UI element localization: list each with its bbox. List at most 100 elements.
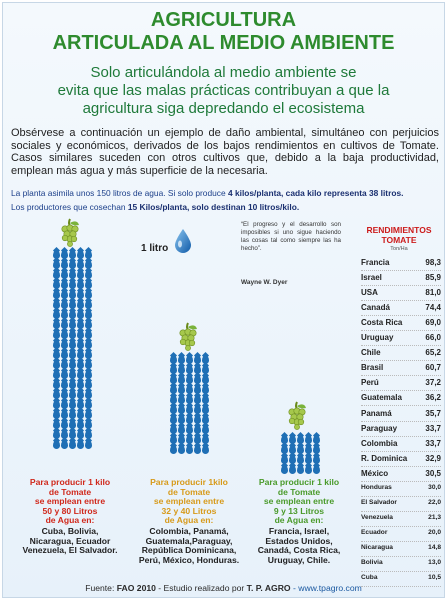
- water-drop-icon: [60, 250, 68, 259]
- row-divider: [361, 495, 441, 497]
- yield-row: Paraguay 33,7: [361, 421, 441, 437]
- water-drop-icon: [68, 440, 76, 449]
- column-1-line: se emplean entre: [34, 496, 106, 507]
- yield-row: Nicaragua 14,8: [361, 541, 441, 557]
- water-drop-icon: [60, 320, 68, 329]
- row-divider: [361, 420, 441, 422]
- water-drop-icon: [76, 390, 84, 399]
- water-drop-icon: [201, 415, 209, 424]
- one-liter-label: 1 litro: [141, 243, 169, 254]
- water-drop-icon: [60, 350, 68, 359]
- row-divider: [361, 285, 441, 287]
- water-drop-icon: [68, 350, 76, 359]
- water-drop-icon: [68, 310, 76, 319]
- water-drop-icon: [68, 340, 76, 349]
- yield-row: México 30,5: [361, 466, 441, 482]
- yield-value: 74,4: [425, 303, 441, 313]
- note-2-text: Los productores que cosechan: [11, 202, 128, 212]
- water-drop-icon: [201, 435, 209, 444]
- water-drop-icon: [169, 385, 177, 394]
- quote-text: “El progreso y el desarrollo son imposib…: [241, 221, 341, 252]
- yield-country: México: [361, 468, 389, 478]
- water-drop-icon: [84, 270, 92, 279]
- row-divider: [361, 405, 441, 407]
- water-drop-icon: [68, 410, 76, 419]
- column-2-countries: Colombia, Panamá, Guatemala,Paraguay, Re…: [131, 526, 247, 565]
- country-line: Nicaragua, Ecuador: [29, 535, 111, 546]
- yield-row: Israel 85,9: [361, 270, 441, 287]
- water-drop-icon: [84, 250, 92, 259]
- water-drop-icon: [304, 455, 312, 464]
- water-drop-icon: [177, 395, 185, 404]
- water-drop-icon: [169, 435, 177, 444]
- water-drop-icon: [76, 370, 84, 379]
- row-divider: [361, 465, 441, 467]
- yield-country: Guatemala: [361, 393, 402, 403]
- water-drop-icon: [68, 420, 76, 429]
- water-drop-icon: [60, 380, 68, 389]
- water-drop-icon: [193, 365, 201, 374]
- water-drop-icon: [68, 320, 76, 329]
- yield-value: 69,0: [425, 318, 441, 328]
- water-drop-icon: [60, 300, 68, 309]
- water-drop-icon: [52, 340, 60, 349]
- water-drop-icon: [177, 355, 185, 364]
- water-drop-icon: [60, 290, 68, 299]
- water-drop-icon: [68, 250, 76, 259]
- water-drop-icon: [84, 400, 92, 409]
- row-divider: [361, 360, 441, 362]
- row-divider: [361, 510, 441, 512]
- water-drop-icon: [185, 445, 193, 454]
- water-drop-icon: [185, 415, 193, 424]
- grape-icon: [177, 321, 199, 356]
- water-drops-column-3: [280, 435, 320, 475]
- yield-row: Colombia 33,7: [361, 436, 441, 452]
- row-divider: [361, 540, 441, 542]
- column-2-heading: Para producir 1kilo de Tomate se emplean…: [131, 477, 247, 526]
- water-drop-icon: [296, 445, 304, 454]
- yield-country: Honduras: [361, 483, 392, 491]
- water-drop-icon: [76, 350, 84, 359]
- footer-middle: - Estudio realizado por: [155, 583, 247, 593]
- water-drop-icon: [60, 310, 68, 319]
- water-drop-icon: [60, 420, 68, 429]
- water-drop-icon: [52, 360, 60, 369]
- water-drop-icon: [84, 330, 92, 339]
- water-drop-icon: [201, 395, 209, 404]
- water-drop-icon: [193, 405, 201, 414]
- row-divider: [361, 450, 441, 452]
- water-drop-icon: [76, 290, 84, 299]
- water-drop-icon: [177, 375, 185, 384]
- water-drop-icon: [84, 340, 92, 349]
- water-drop-icon: [169, 425, 177, 434]
- country-line: Perú, México, Honduras.: [138, 554, 240, 565]
- grape-icon: [59, 217, 81, 252]
- water-drop-icon: [312, 465, 320, 474]
- water-drop-icon: [76, 360, 84, 369]
- water-drop-icon: [68, 430, 76, 439]
- footer-website: - www.tpagro.com: [290, 583, 362, 593]
- water-drop-icon: [52, 280, 60, 289]
- yield-country: Chile: [361, 348, 381, 358]
- row-divider: [361, 330, 441, 332]
- water-drop-icon: [76, 430, 84, 439]
- column-2-text: Para producir 1kilo de Tomate se emplean…: [131, 477, 247, 565]
- water-drop-icon: [76, 320, 84, 329]
- yield-value: 66,0: [425, 333, 441, 343]
- water-drop-icon: [60, 430, 68, 439]
- row-divider: [361, 555, 441, 557]
- row-divider: [361, 300, 441, 302]
- yield-country: Francia: [361, 258, 390, 267]
- water-drop-icon: [169, 365, 177, 374]
- column-3-line: Para producir 1 kilo: [258, 477, 340, 487]
- yield-country: Nicaragua: [361, 543, 393, 551]
- water-drop-icon: [60, 280, 68, 289]
- yield-value: 10,5: [428, 574, 441, 582]
- yield-value: 81,0: [425, 288, 441, 298]
- water-drop-icon: [193, 395, 201, 404]
- yield-row: Perú 37,2: [361, 375, 441, 392]
- yield-country: Ecuador: [361, 528, 388, 536]
- note-1-bold: 4 kilos/planta, cada kilo representa 38 …: [227, 188, 404, 198]
- yield-country: USA: [361, 288, 378, 298]
- column-1-line: 50 y 80 Litros: [42, 505, 98, 516]
